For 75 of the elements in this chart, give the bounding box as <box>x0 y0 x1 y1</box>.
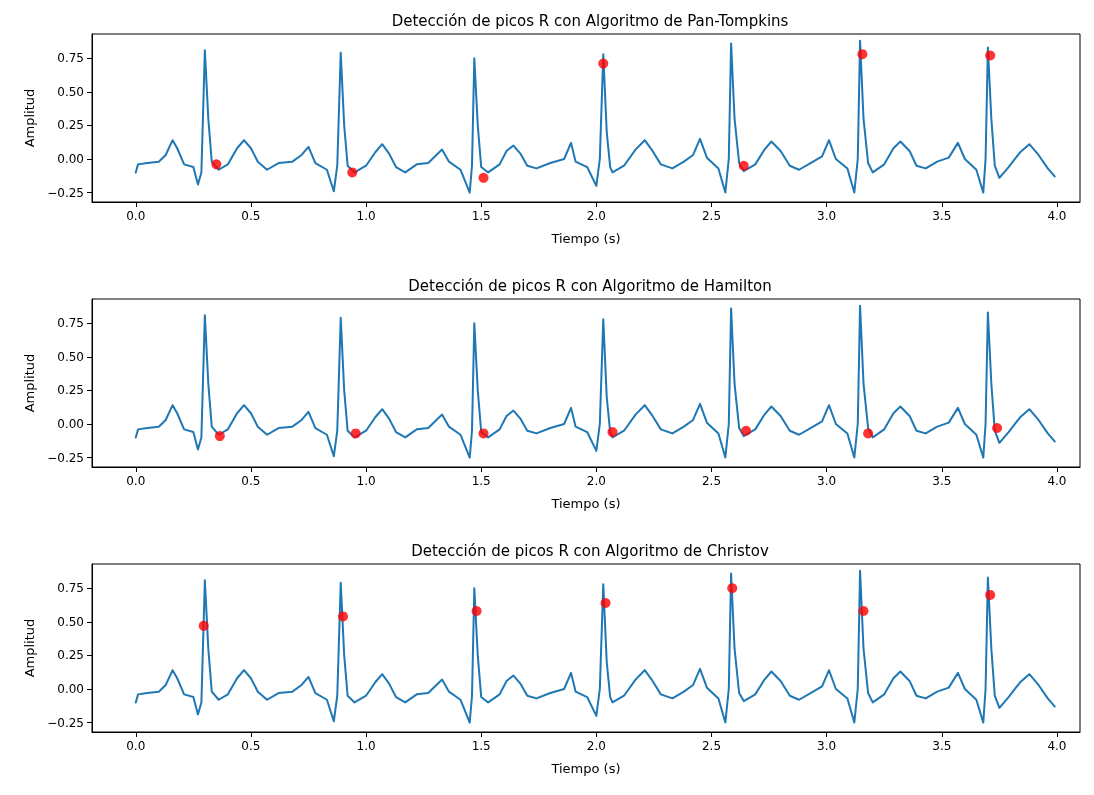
x-tick-label: 3.0 <box>817 739 837 753</box>
point <box>478 172 489 183</box>
point <box>478 428 489 439</box>
x-tick-label: 4.0 <box>1047 739 1067 753</box>
point <box>598 58 609 69</box>
x-tick-label: 4.0 <box>1047 209 1067 223</box>
point <box>600 597 611 608</box>
x-tick-label: 0.0 <box>126 209 146 223</box>
y-tick-label: 0.75 <box>57 581 84 596</box>
point <box>211 159 222 170</box>
x-tick-label: 0.0 <box>126 474 146 488</box>
x-tick-label: 0.5 <box>241 739 261 753</box>
y-tick-label: −0.25 <box>47 450 84 465</box>
x-axis-title: Tiempo (s) <box>550 231 621 246</box>
chart-title: Detección de picos R con Algoritmo de Hamilton <box>408 276 772 295</box>
point <box>607 427 618 438</box>
x-tick-label: 1.5 <box>471 209 491 223</box>
chart-title: Detección de picos R con Algoritmo de Pan-Tompkins <box>391 11 789 30</box>
point <box>338 611 349 622</box>
line-series <box>134 39 1056 194</box>
x-tick-label: 1.5 <box>471 739 491 753</box>
x-tick-label: 4.0 <box>1047 474 1067 488</box>
x-tick-label: 2.0 <box>586 739 606 753</box>
x-tick-label: 1.0 <box>356 209 376 223</box>
x-tick-label: 0.5 <box>241 474 261 488</box>
point <box>863 428 874 439</box>
y-tick-label: 0.25 <box>57 118 84 133</box>
y-axis-title: Amplitud <box>22 353 38 413</box>
y-axis-title: Amplitud <box>22 618 38 678</box>
y-tick-label: 0.25 <box>57 648 84 663</box>
point <box>985 50 996 61</box>
y-tick-label: 0.50 <box>57 349 84 364</box>
y-tick-label: 0.75 <box>57 51 84 66</box>
x-tick-label: 1.5 <box>471 474 491 488</box>
x-tick-label: 1.0 <box>356 474 376 488</box>
x-tick-label: 0.5 <box>241 209 261 223</box>
point <box>858 606 869 617</box>
y-tick-label: 0.50 <box>57 614 84 629</box>
y-axis-title: Amplitud <box>22 88 38 148</box>
y-tick-label: 0.00 <box>57 416 84 431</box>
x-tick-label: 2.0 <box>586 474 606 488</box>
x-axis-title: Tiempo (s) <box>550 496 621 511</box>
x-tick-label: 3.5 <box>932 209 952 223</box>
line-series <box>134 304 1056 459</box>
y-tick-label: 0.25 <box>57 383 84 398</box>
point <box>214 431 225 442</box>
point <box>738 160 749 171</box>
x-tick-label: 3.5 <box>932 739 952 753</box>
point <box>985 589 996 600</box>
point <box>857 49 868 60</box>
point <box>741 425 752 436</box>
x-axis-title: Tiempo (s) <box>550 761 621 776</box>
x-tick-label: 0.0 <box>126 739 146 753</box>
point <box>471 606 482 617</box>
x-tick-label: 2.5 <box>701 209 722 223</box>
y-tick-label: 0.00 <box>57 151 84 166</box>
y-tick-label: 0.00 <box>57 681 84 696</box>
chart-title: Detección de picos R con Algoritmo de Christov <box>411 541 769 560</box>
x-tick-label: 2.0 <box>586 209 606 223</box>
y-tick-label: −0.25 <box>47 185 84 200</box>
x-tick-label: 3.0 <box>817 209 837 223</box>
y-tick-label: −0.25 <box>47 715 84 730</box>
y-tick-label: 0.50 <box>57 84 84 99</box>
x-tick-label: 3.0 <box>817 474 837 488</box>
x-tick-label: 2.5 <box>701 474 722 488</box>
line-series <box>134 569 1056 724</box>
point <box>992 423 1003 434</box>
point <box>727 583 738 594</box>
x-tick-label: 1.0 <box>356 739 376 753</box>
point <box>198 620 209 631</box>
point <box>347 167 358 178</box>
x-tick-label: 2.5 <box>701 739 722 753</box>
point <box>350 428 361 439</box>
x-tick-label: 3.5 <box>932 474 952 488</box>
y-tick-label: 0.75 <box>57 316 84 331</box>
